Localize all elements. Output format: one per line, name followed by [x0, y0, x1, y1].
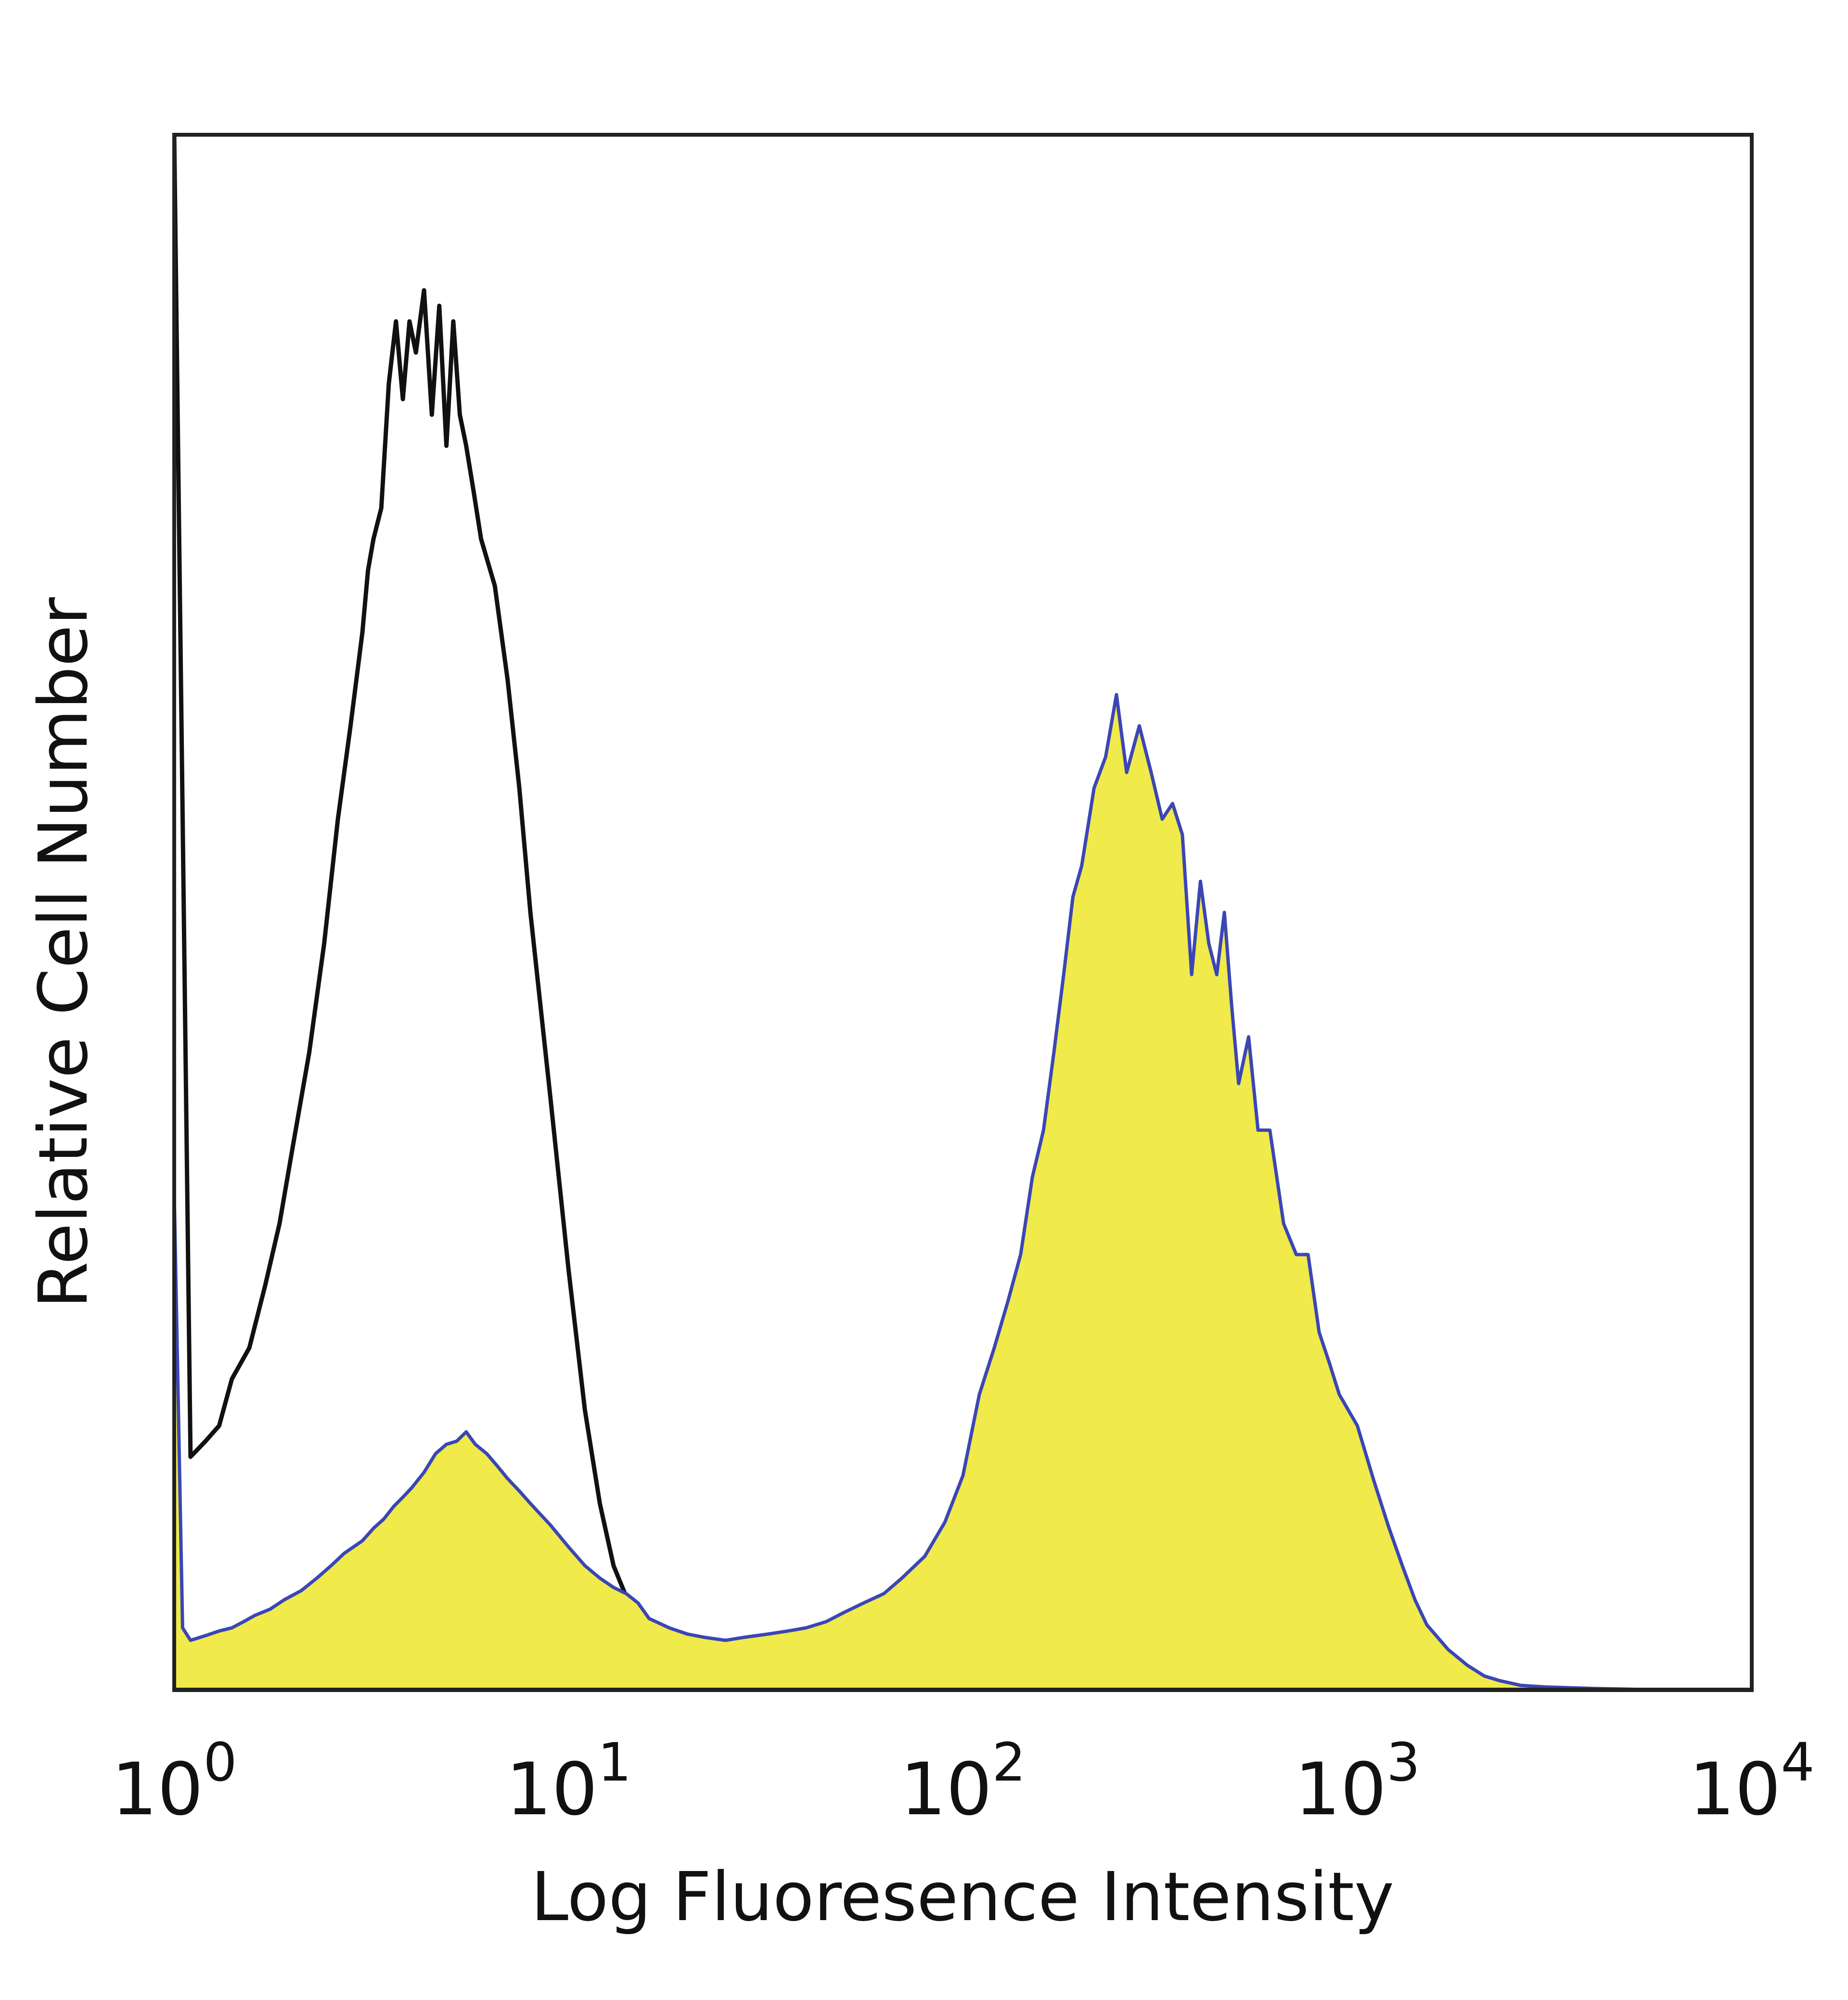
- x-axis-ticks: 100 101 102 103 104: [112, 1731, 1815, 1832]
- plot-frame: [172, 133, 1754, 1692]
- filled-histogram-outline: [174, 693, 1752, 1690]
- filled-histogram-area: [174, 694, 1752, 1690]
- x-tick-label: 101: [506, 1731, 631, 1832]
- x-tick-label: 103: [1295, 1731, 1420, 1832]
- x-tick-label: 102: [900, 1731, 1026, 1832]
- x-axis-title: Log Fluoresence Intensity: [531, 1858, 1394, 1936]
- x-tick-label: 104: [1689, 1731, 1815, 1832]
- x-tick-label: 100: [112, 1731, 237, 1832]
- y-axis-title: Relative Cell Number: [25, 597, 103, 1308]
- plot-area: [174, 135, 1752, 1690]
